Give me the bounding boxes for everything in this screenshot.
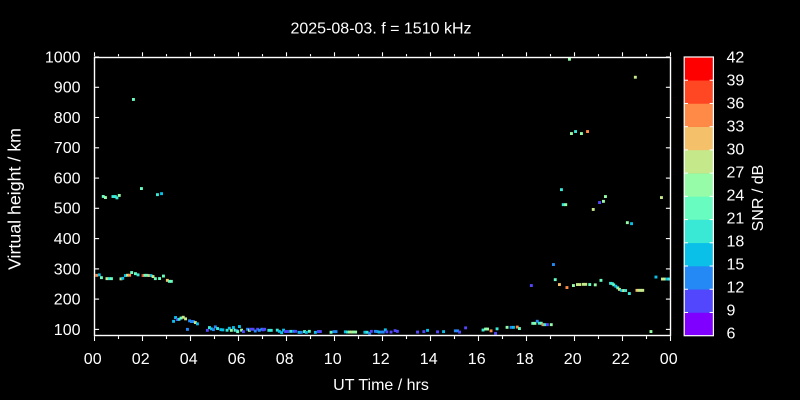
svg-text:39: 39: [727, 73, 745, 90]
svg-text:04: 04: [180, 351, 198, 368]
svg-text:200: 200: [54, 292, 81, 309]
svg-text:18: 18: [727, 234, 745, 251]
svg-text:14: 14: [420, 351, 438, 368]
svg-text:42: 42: [727, 50, 745, 67]
svg-text:UT Time / hrs: UT Time / hrs: [333, 377, 429, 394]
svg-text:800: 800: [54, 110, 81, 127]
svg-text:24: 24: [727, 188, 745, 205]
svg-text:300: 300: [54, 261, 81, 278]
svg-text:00: 00: [660, 351, 678, 368]
svg-text:36: 36: [727, 96, 745, 113]
svg-text:30: 30: [727, 142, 745, 159]
svg-text:15: 15: [727, 257, 745, 274]
svg-text:21: 21: [727, 211, 745, 228]
svg-text:Virtual height / km: Virtual height / km: [5, 128, 25, 270]
svg-text:00: 00: [84, 351, 102, 368]
svg-text:2025-08-03. f = 1510 kHz: 2025-08-03. f = 1510 kHz: [290, 20, 471, 37]
svg-text:100: 100: [54, 322, 81, 339]
svg-text:16: 16: [468, 351, 486, 368]
svg-text:6: 6: [727, 326, 736, 343]
svg-text:1000: 1000: [45, 49, 81, 66]
svg-text:400: 400: [54, 231, 81, 248]
svg-text:22: 22: [612, 351, 630, 368]
svg-text:02: 02: [132, 351, 150, 368]
svg-text:08: 08: [276, 351, 294, 368]
svg-text:700: 700: [54, 140, 81, 157]
svg-text:9: 9: [727, 303, 736, 320]
svg-text:600: 600: [54, 171, 81, 188]
svg-text:06: 06: [228, 351, 246, 368]
svg-text:33: 33: [727, 119, 745, 136]
svg-text:18: 18: [516, 351, 534, 368]
svg-text:27: 27: [727, 165, 745, 182]
svg-text:20: 20: [564, 351, 582, 368]
svg-text:900: 900: [54, 80, 81, 97]
svg-text:12: 12: [372, 351, 390, 368]
svg-text:12: 12: [727, 280, 745, 297]
svg-text:500: 500: [54, 201, 81, 218]
svg-text:SNR / dB: SNR / dB: [750, 165, 767, 232]
svg-text:10: 10: [324, 351, 342, 368]
